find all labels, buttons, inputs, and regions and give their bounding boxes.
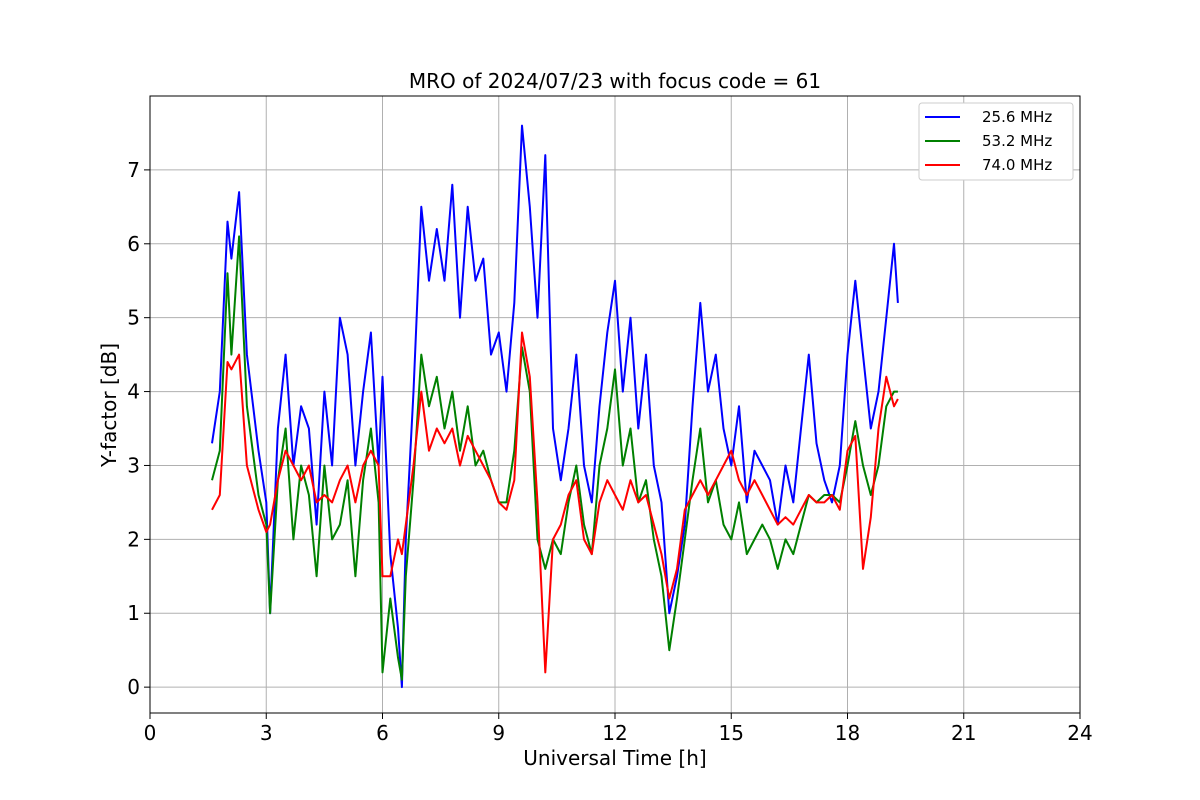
legend: 25.6 MHz 53.2 MHz 74.0 MHz [918,102,1074,181]
x-tick-label: 0 [144,721,157,745]
y-tick-label: 0 [127,675,140,699]
y-axis-label: Y-factor [dB] [97,343,121,468]
y-tick-label: 2 [127,527,140,551]
y-tick-label: 6 [127,232,140,256]
x-tick-label: 24 [1067,721,1092,745]
x-tick-label: 15 [719,721,744,745]
x-tick-label: 9 [492,721,505,745]
x-tick-label: 12 [602,721,627,745]
series-line-3 [211,331,899,674]
y-tick-label: 4 [127,380,140,404]
x-tick-label: 6 [376,721,389,745]
series-line-2 [211,235,898,681]
x-tick-label: 18 [835,721,860,745]
series-layer [211,124,899,689]
y-axis: 0 1 2 3 4 5 6 7 [127,158,150,699]
legend-box [918,102,1074,181]
chart-title: MRO of 2024/07/23 with focus code = 61 [409,69,821,93]
x-tick-label: 3 [260,721,273,745]
legend-entry: 74.0 MHz [982,156,1052,174]
y-tick-label: 7 [127,158,140,182]
y-tick-label: 1 [127,601,140,625]
series-line-1 [211,124,899,689]
legend-entry: 25.6 MHz [982,108,1052,126]
x-axis: 0 3 6 9 12 15 18 21 24 [144,713,1093,745]
x-axis-label: Universal Time [h] [523,746,706,770]
y-tick-label: 5 [127,306,140,330]
legend-entry: 53.2 MHz [982,132,1052,150]
y-tick-label: 3 [127,453,140,477]
x-tick-label: 21 [951,721,976,745]
